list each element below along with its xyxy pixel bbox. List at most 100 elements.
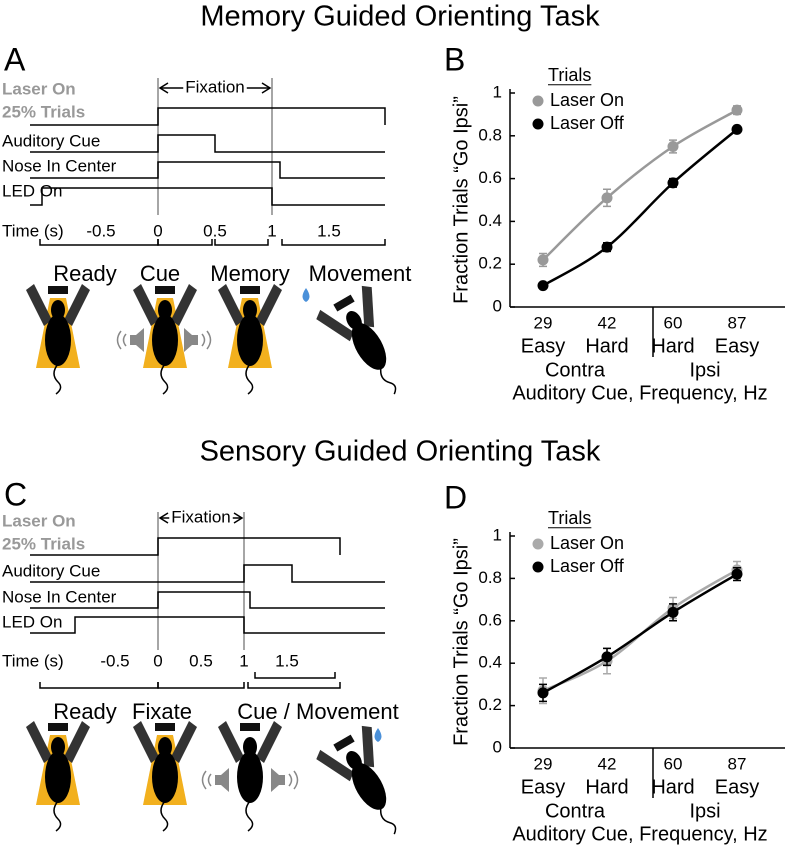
mouse-body (45, 314, 71, 366)
phase-label: Cue (140, 261, 180, 286)
mouse-tail (160, 800, 169, 832)
signal-label: Auditory Cue (2, 561, 100, 580)
x-tick-label: 1 (267, 221, 276, 240)
legend-label: Laser Off (550, 113, 625, 133)
legend-label: Laser On (550, 533, 624, 553)
mouse-body (152, 751, 178, 803)
phase-label: Movement (309, 261, 412, 286)
port-arm (171, 721, 197, 763)
mouse-body (351, 322, 387, 370)
port-arm (64, 721, 90, 763)
x-tick-label: 0.5 (203, 221, 227, 240)
marker (537, 280, 549, 292)
x-tick-label: -0.5 (86, 221, 115, 240)
port (240, 723, 260, 731)
y-tick-label: 1 (493, 525, 502, 544)
trace (30, 161, 385, 179)
x-tick-label: 0 (153, 651, 162, 670)
x-tick-label: 0 (153, 221, 162, 240)
port-arm (64, 284, 90, 326)
phase-bracket (157, 239, 213, 246)
panel-label: A (4, 41, 26, 77)
mouse-body (237, 314, 263, 366)
port-arm (133, 284, 159, 326)
trace (30, 616, 385, 634)
y-tick-label: 0.8 (478, 125, 502, 144)
signal-label: Nose In Center (2, 587, 117, 606)
legend-label: Laser On (550, 90, 624, 110)
trace (30, 591, 385, 609)
phase-label: Ready (53, 261, 117, 286)
water-drop (302, 288, 310, 302)
marker (537, 254, 549, 266)
mouse-icon (133, 721, 197, 832)
mouse-icon (133, 284, 197, 395)
port-arm (26, 284, 52, 326)
laser-label: 25% Trials (2, 102, 85, 121)
label-bg (183, 77, 247, 97)
fixation-label: Fixation (171, 507, 231, 526)
mouse-icon (26, 284, 90, 395)
marker (537, 687, 549, 699)
port (333, 294, 355, 312)
time-axis-label: Time (s) (2, 651, 64, 670)
phase-bracket (247, 682, 341, 689)
trace (30, 134, 385, 153)
phase-bracket (281, 239, 386, 246)
marker (667, 141, 679, 152)
x-sublabel: Hard (651, 776, 694, 798)
speaker-icon (184, 328, 212, 352)
speaker-icon (271, 768, 299, 792)
port-arm (361, 285, 375, 328)
port-arm (171, 284, 197, 326)
phase-bracket (214, 239, 269, 246)
fit-line (542, 109, 738, 261)
legend-marker (532, 118, 544, 130)
signal-label: LED On (2, 612, 62, 631)
trace (30, 187, 385, 206)
fit-line (542, 573, 738, 694)
speaker-icon (201, 768, 229, 792)
phase-label: Cue / Movement (237, 699, 398, 724)
fixation-label: Fixation (185, 77, 245, 96)
port (155, 286, 175, 294)
y-tick-label: 0.2 (478, 254, 502, 273)
x-sublabel: Easy (715, 776, 759, 798)
port (48, 723, 68, 731)
x-tick-label: 29 (534, 754, 553, 773)
phase-label: Fixate (132, 699, 192, 724)
laser-label: 25% Trials (2, 534, 85, 553)
x-axis-title: Auditory Cue, Frequency, Hz (512, 823, 767, 845)
speaker (215, 768, 229, 792)
x-tick-label: 87 (728, 313, 747, 332)
mouse-tail (160, 363, 169, 395)
arrow-head (158, 82, 272, 94)
label-bg (169, 507, 233, 527)
x-sublabel: Easy (521, 335, 565, 357)
x-tick-label: 42 (598, 313, 617, 332)
sound-wave (116, 330, 127, 350)
phase-bracket (157, 682, 245, 689)
legend-title: Trials (548, 65, 591, 85)
group-label: Contra (545, 359, 606, 381)
x-tick-label: 42 (598, 754, 617, 773)
group-label: Ipsi (689, 800, 720, 822)
mouse-tail (245, 363, 254, 395)
y-tick-label: 0.2 (478, 695, 502, 714)
mouse-body (351, 762, 387, 810)
mouse-body (152, 314, 178, 366)
y-tick-label: 0 (493, 737, 502, 756)
sound-wave (201, 330, 212, 350)
mouse-icon (218, 284, 282, 395)
panel-label: D (444, 479, 467, 515)
signal-label: Nose In Center (2, 156, 117, 175)
mouse-icon (26, 721, 90, 832)
mouse-body (237, 751, 263, 803)
fit-line (542, 128, 738, 287)
sound-wave (201, 770, 212, 790)
y-tick-label: 0.4 (478, 211, 502, 230)
speaker-icon (116, 328, 144, 352)
x-tick-label: -0.5 (100, 651, 129, 670)
phase-label: Memory (210, 261, 289, 286)
